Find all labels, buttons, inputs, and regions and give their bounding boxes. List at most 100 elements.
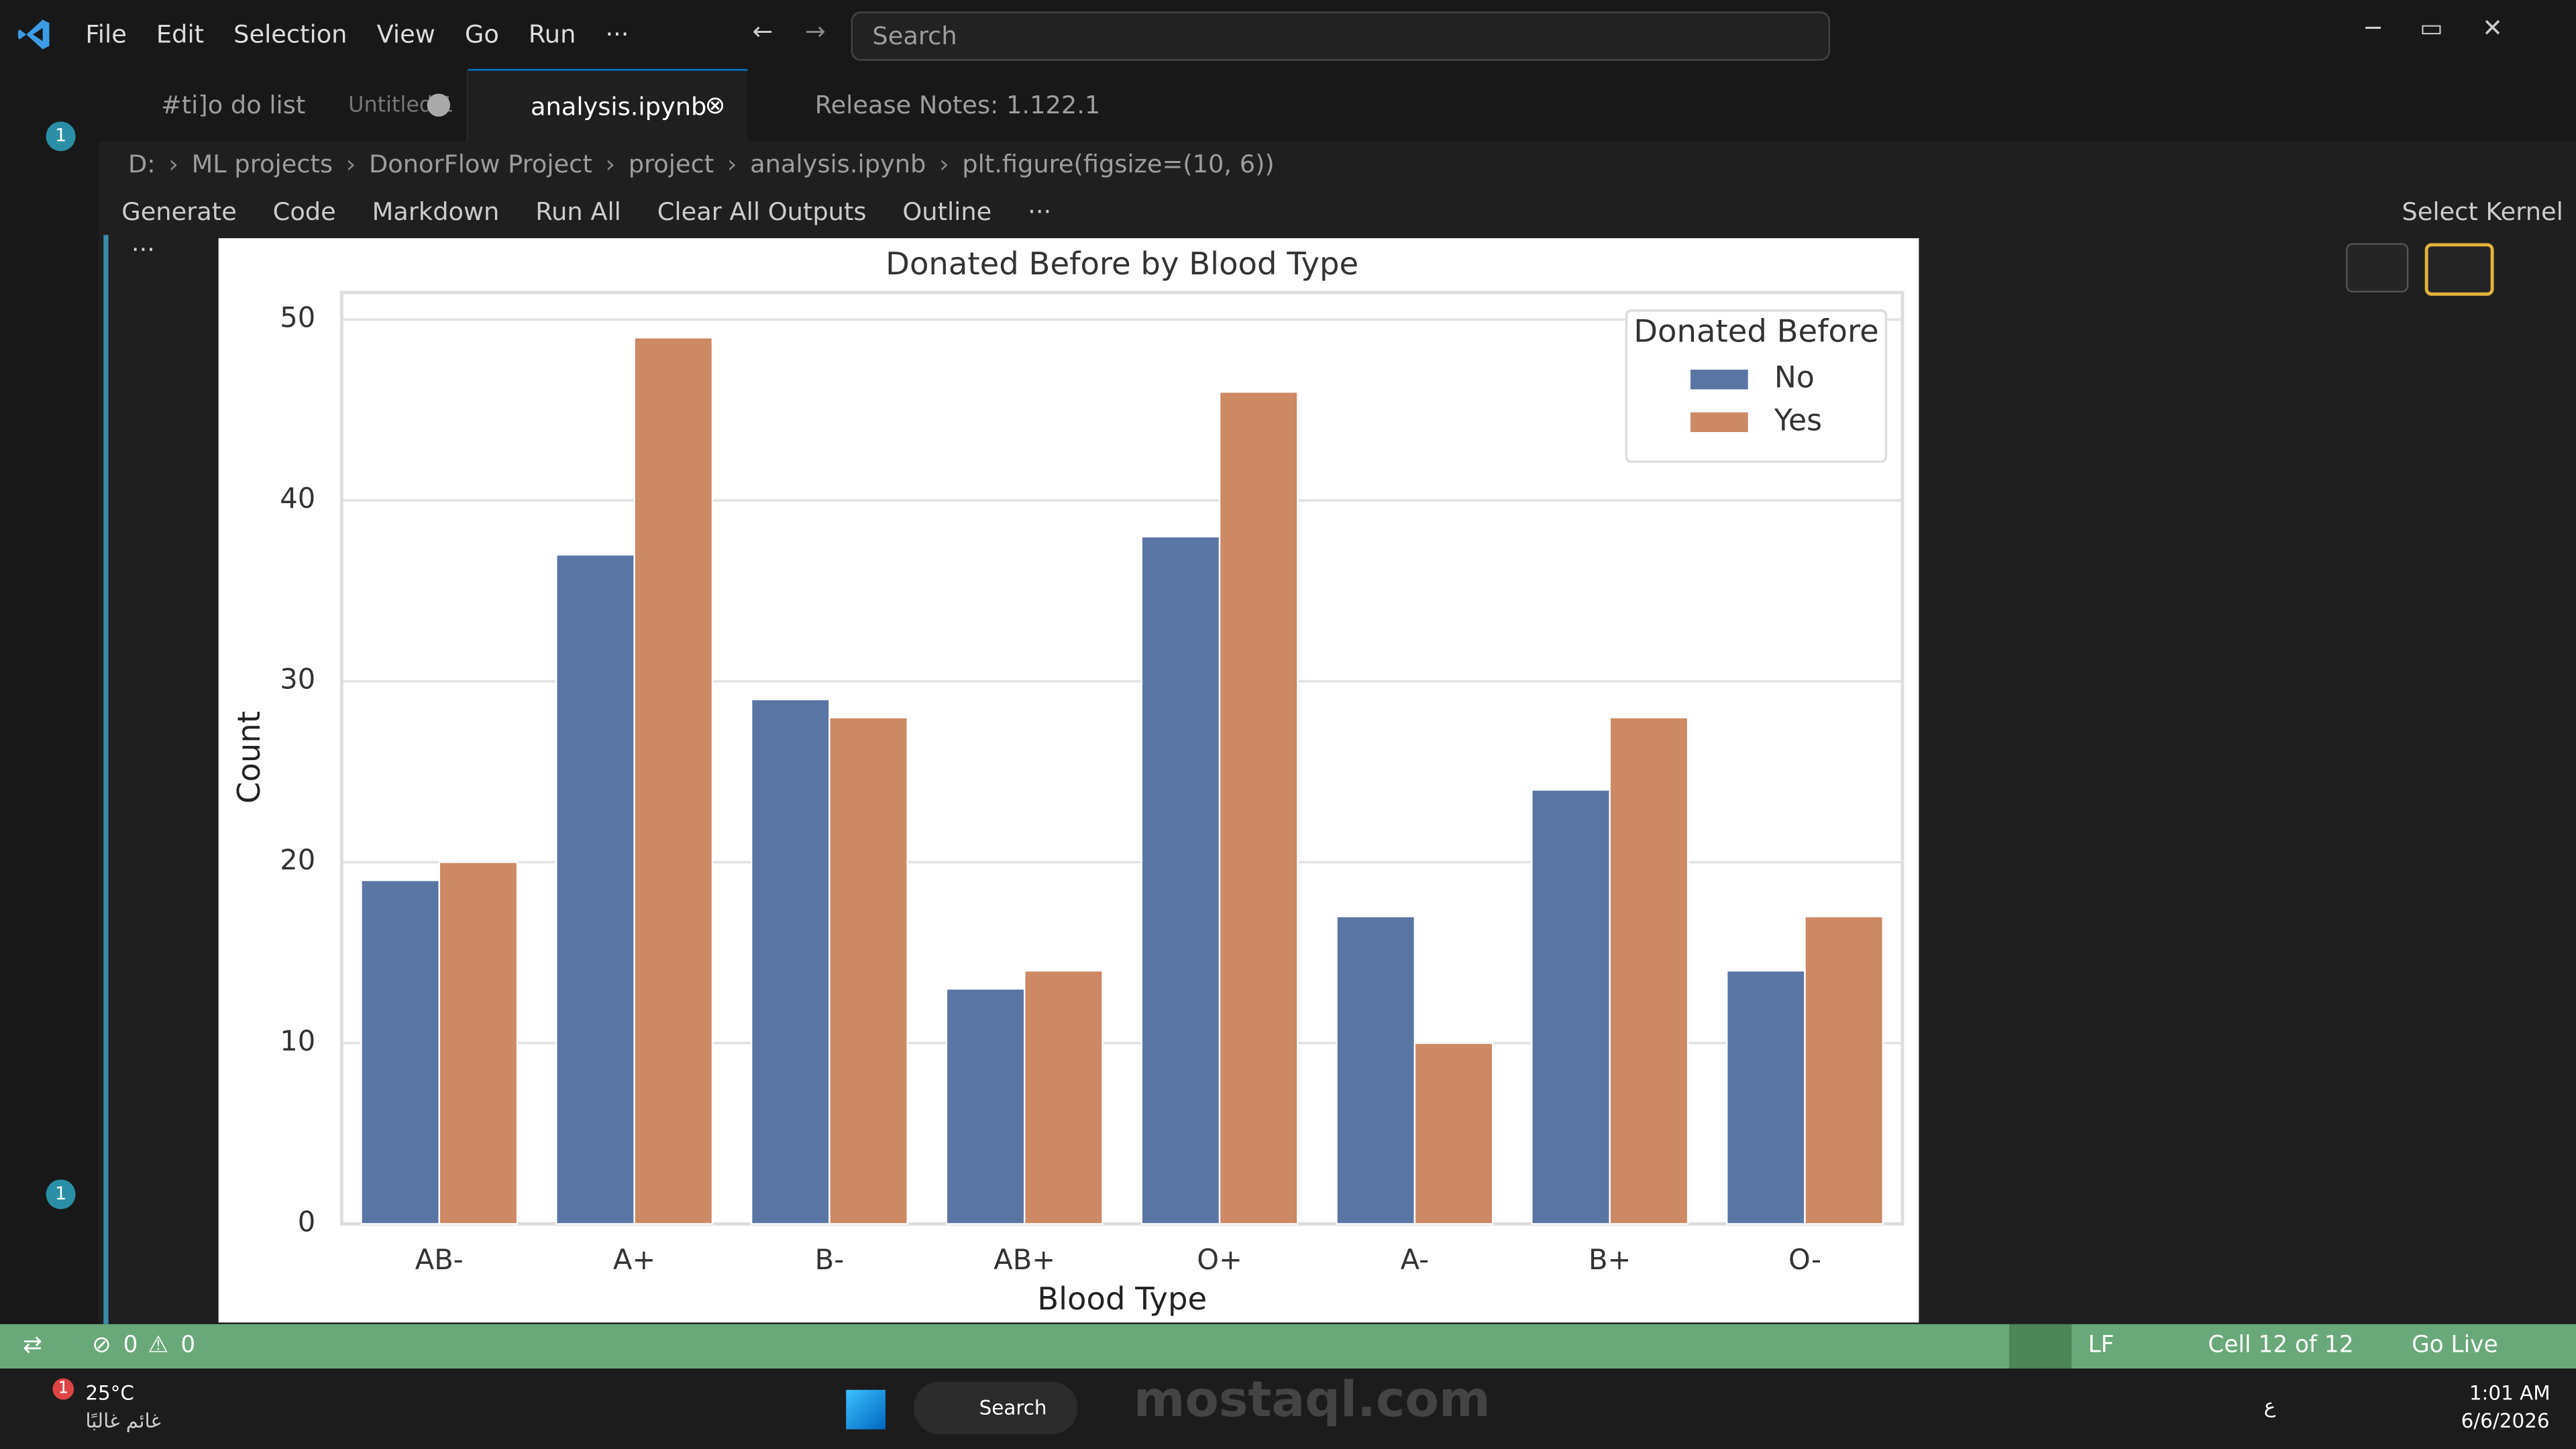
window-controls[interactable]: ─ ▭ ✕ — [2365, 13, 2503, 43]
x-tick-label: A+ — [613, 1243, 655, 1276]
tab[interactable]: #ti]o do list Untitled-1 — [101, 68, 468, 142]
menu-item[interactable]: View — [376, 19, 435, 50]
save-button[interactable] — [2424, 243, 2494, 296]
bar — [945, 987, 1026, 1225]
bar — [1531, 789, 1611, 1225]
bar — [1336, 915, 1416, 1225]
chart-title: Donated Before by Blood Type — [885, 246, 1358, 282]
warning-count[interactable]: 0 — [180, 1332, 196, 1359]
cell-indicator — [103, 235, 109, 1324]
x-tick-label: O+ — [1197, 1243, 1242, 1276]
cell-menu[interactable]: ··· — [131, 235, 155, 265]
toolbar-button[interactable]: ··· — [1028, 197, 1052, 227]
breadcrumb[interactable]: analysis.ipynb — [750, 149, 926, 179]
breadcrumb[interactable]: plt.figure(figsize=(10, 6)) — [962, 149, 1275, 179]
weather-text: غائم غالبًا — [85, 1409, 161, 1433]
taskbar-search[interactable]: Search — [913, 1381, 1078, 1434]
breadcrumb[interactable]: DonorFlow Project — [368, 149, 592, 179]
cell-position[interactable]: Cell 12 of 12 — [2208, 1332, 2354, 1359]
breadcrumb-separator: › — [168, 149, 178, 179]
bar — [1413, 1042, 1494, 1225]
go-live[interactable]: Go Live — [2412, 1332, 2498, 1359]
menu-item[interactable]: ··· — [605, 19, 629, 50]
tab-title: analysis.ipynb — [531, 92, 707, 122]
menu-item[interactable]: Edit — [156, 19, 205, 50]
x-tick-label: AB- — [415, 1243, 464, 1276]
breadcrumb[interactable]: project — [628, 149, 714, 179]
tab-close[interactable]: ⊗ — [704, 90, 726, 120]
breadcrumb-separator: › — [938, 149, 949, 179]
activity-bar: 1 1 — [0, 68, 99, 1324]
select-kernel[interactable]: Select Kernel — [2402, 197, 2563, 227]
breadcrumb-separator: › — [605, 149, 616, 179]
tab-title: #ti]o do list — [161, 90, 306, 120]
x-tick-label: O- — [1788, 1243, 1821, 1276]
bar — [1140, 535, 1221, 1225]
toolbar-button[interactable]: Clear All Outputs — [657, 197, 867, 227]
clock-date[interactable]: 6/6/2026 — [2461, 1409, 2550, 1433]
menu-item[interactable]: Selection — [233, 19, 347, 50]
y-axis-label: Count — [231, 711, 267, 804]
toolbar-button[interactable]: Markdown — [372, 197, 500, 227]
legend-title: Donated Before — [1633, 313, 1879, 350]
notebook-toolbar: Generate Code Markdown Run All Clear All Out… — [121, 197, 1051, 227]
toolbar-button[interactable]: Outline — [902, 197, 992, 227]
breadcrumb[interactable]: D: — [128, 149, 156, 179]
zoom-button[interactable] — [2009, 1324, 2072, 1369]
bar — [750, 698, 830, 1225]
start-button[interactable] — [846, 1389, 886, 1430]
x-tick-label: AB+ — [994, 1243, 1055, 1276]
chart: Donated Before by Blood Type Blood Type … — [218, 238, 1919, 1323]
y-tick-label: 50 — [280, 301, 315, 333]
clock-time[interactable]: 1:01 AM — [2469, 1381, 2551, 1405]
bar — [438, 861, 519, 1225]
search-text: Search — [872, 21, 957, 51]
bar — [1024, 969, 1104, 1225]
legend-label: No — [1774, 361, 1815, 395]
x-tick-label: A- — [1401, 1243, 1430, 1276]
unsaved-dot — [427, 93, 451, 117]
plot-frame — [339, 290, 1904, 1226]
bar — [1218, 390, 1299, 1225]
menu-item[interactable]: File — [85, 19, 127, 50]
bar — [555, 553, 635, 1225]
vscode-logo — [17, 19, 50, 50]
toolbar-button[interactable]: Generate — [121, 197, 237, 227]
legend-swatch — [1690, 412, 1748, 433]
toolbar-button[interactable]: Run All — [535, 197, 621, 227]
x-axis-label: Blood Type — [1037, 1281, 1207, 1317]
copy-button[interactable] — [2346, 243, 2409, 292]
tab-title: Release Notes: 1.122.1 — [814, 90, 1101, 120]
breadcrumbs: D: › ML projects › DonorFlow Project › project… — [128, 150, 1275, 179]
bar — [1609, 716, 1689, 1225]
bar — [1725, 969, 1806, 1225]
watermark: mostaql.com — [1133, 1371, 1491, 1430]
nav-back[interactable]: ← — [752, 16, 773, 46]
eol[interactable]: LF — [2088, 1332, 2114, 1359]
menu-item[interactable]: Run — [528, 19, 576, 50]
taskbar-search-text: Search — [979, 1396, 1047, 1419]
remote-icon[interactable]: ⇄ — [23, 1332, 43, 1359]
input-language[interactable]: ع — [2263, 1395, 2276, 1418]
y-tick-label: 40 — [280, 482, 315, 515]
badge: 1 — [46, 121, 76, 152]
nav-forward[interactable]: → — [805, 16, 826, 46]
tab[interactable]: Release Notes: 1.122.1 — [749, 69, 1127, 142]
breadcrumb[interactable]: ML projects — [191, 149, 333, 179]
legend-swatch — [1690, 370, 1748, 390]
menu-bar: File Edit Selection View Go Run ··· — [85, 19, 629, 49]
x-tick-label: B+ — [1589, 1243, 1631, 1276]
y-tick-label: 20 — [280, 843, 315, 876]
title-bar: File Edit Selection View Go Run ··· Search ← →… — [0, 0, 2576, 69]
error-count[interactable]: 0 — [123, 1332, 138, 1359]
weather-temp[interactable]: 25°C — [85, 1381, 134, 1405]
toolbar-button[interactable]: Code — [272, 197, 336, 227]
y-tick-label: 10 — [280, 1024, 315, 1057]
search-box[interactable]: Search — [851, 11, 1831, 61]
weather-badge: 1 — [52, 1378, 74, 1400]
taskbar: 1 25°C غائم غالبًا Search ع 1:01 AM 6/6/… — [0, 1368, 2576, 1449]
menu-item[interactable]: Go — [464, 19, 499, 50]
badge: 1 — [46, 1179, 76, 1210]
tab-active[interactable]: analysis.ipynb ⊗ — [468, 68, 748, 144]
